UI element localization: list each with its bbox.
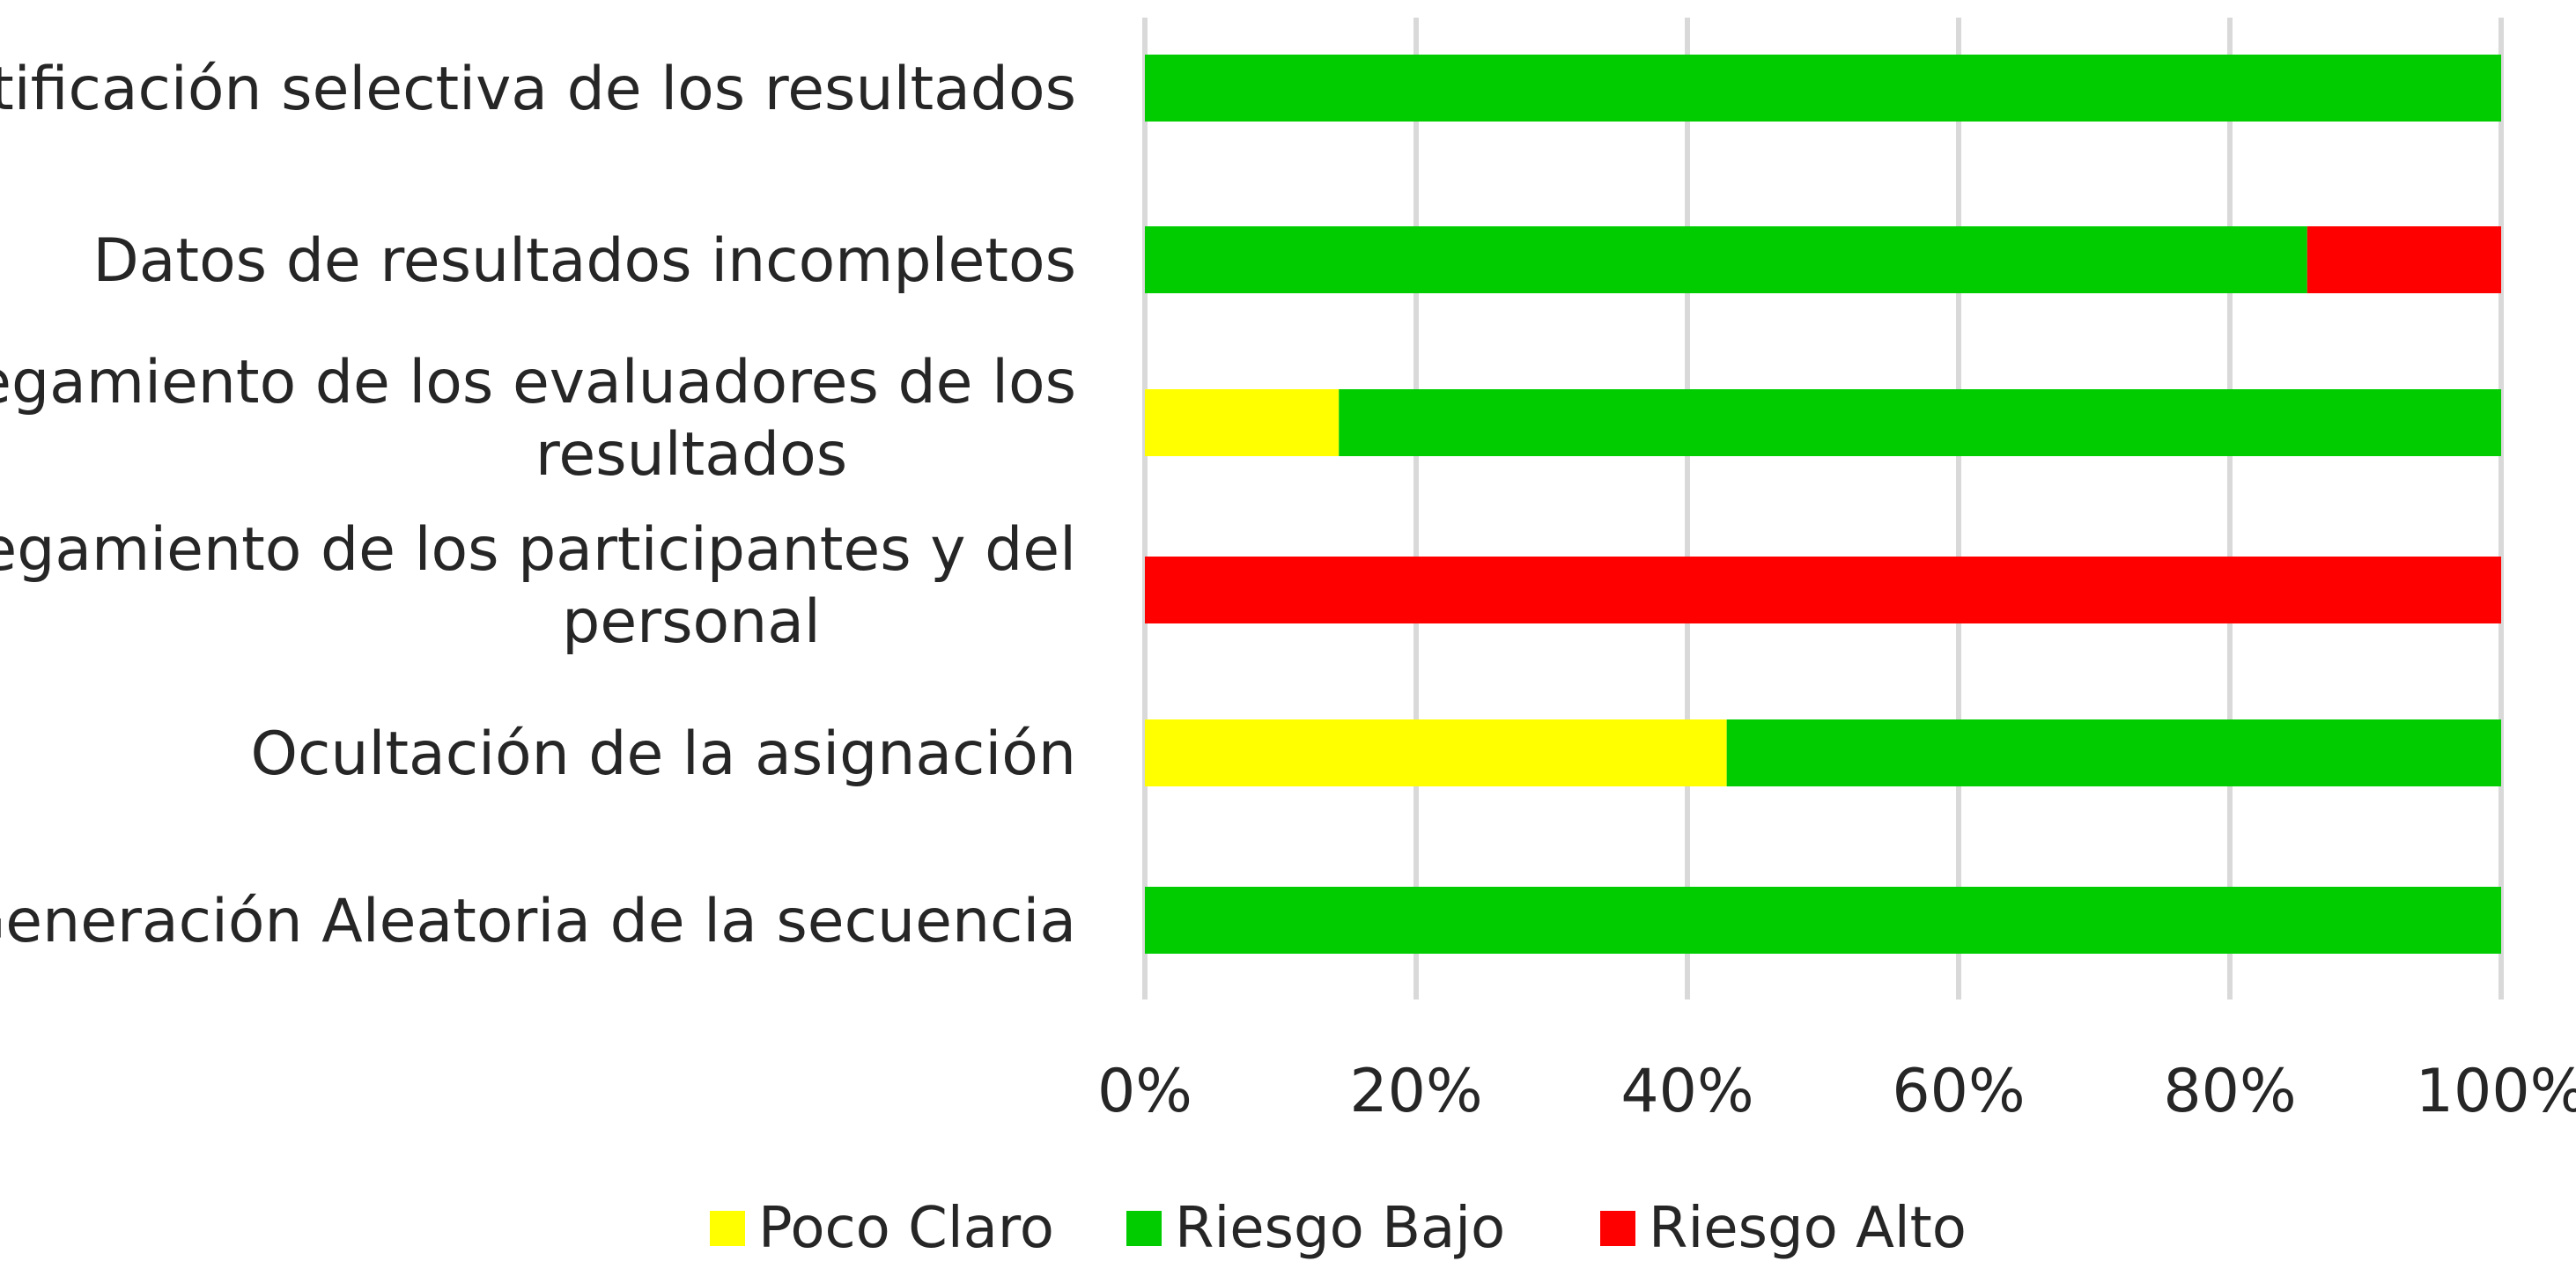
legend-label: Riesgo Alto — [1649, 1196, 1967, 1261]
category-labels: Notificación selectiva de los resultados… — [0, 55, 1076, 956]
x-tick-label: 100% — [2416, 1057, 2576, 1126]
x-axis-ticks: 0% 20% 40% 60% 80% 100% — [1097, 1057, 2576, 1126]
x-tick-label: 40% — [1620, 1057, 1753, 1126]
bar-segment — [1145, 226, 2307, 293]
category-label: Ocultación de la asignación — [250, 719, 1076, 789]
bar-segment — [1726, 719, 2501, 786]
bar-segment — [1145, 719, 1727, 786]
category-label: Datos de resultados incompletos — [92, 226, 1076, 296]
category-label: Notificación selectiva de los resultados — [0, 55, 1076, 124]
category-label: personal — [562, 587, 821, 657]
bar-segment — [2307, 226, 2501, 293]
legend-swatch — [1600, 1211, 1635, 1246]
bar-segment — [1145, 55, 2501, 122]
category-label: Cegamiento de los participantes y del — [0, 515, 1076, 585]
x-tick-label: 0% — [1097, 1057, 1192, 1126]
legend-swatch — [710, 1211, 745, 1246]
bar-segment — [1339, 389, 2501, 456]
bars — [1145, 55, 2501, 954]
x-tick-label: 80% — [2163, 1057, 2296, 1126]
category-label: Cegamiento de los evaluadores de los — [0, 348, 1076, 417]
legend-label: Riesgo Bajo — [1175, 1196, 1505, 1261]
category-label: resultados — [535, 420, 847, 490]
x-tick-label: 20% — [1349, 1057, 1482, 1126]
bar-segment — [1145, 887, 2501, 954]
bar-segment — [1145, 389, 1340, 456]
legend: Poco Claro Riesgo Bajo Riesgo Alto — [710, 1196, 1967, 1261]
legend-swatch — [1126, 1211, 1162, 1246]
bar-segment — [1145, 557, 2501, 623]
legend-label: Poco Claro — [758, 1196, 1054, 1261]
x-tick-label: 60% — [1892, 1057, 2025, 1126]
gridlines — [1142, 18, 2504, 999]
category-label: Generación Aleatoria de la secuencia — [0, 887, 1076, 956]
